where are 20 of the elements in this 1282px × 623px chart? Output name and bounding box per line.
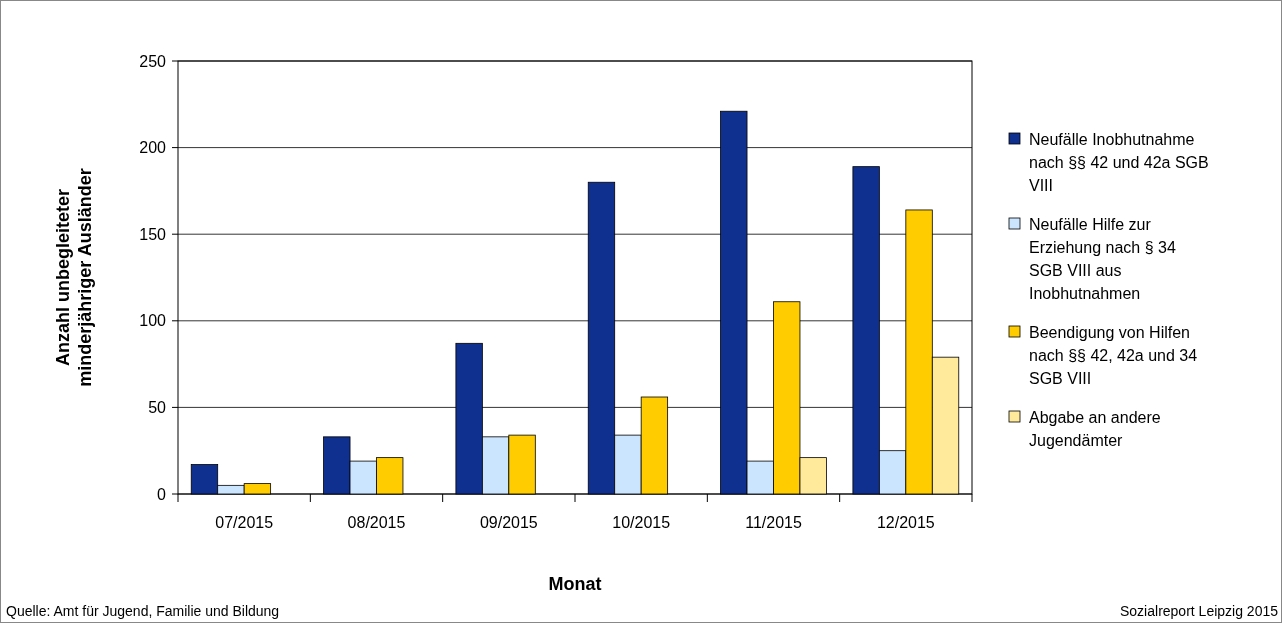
legend-label: Neufälle Hilfe zur Erziehung nach § 34 SGB VIII aus Inobhutnahmen	[1029, 216, 1176, 302]
y-axis-title: Anzahl unbegleiteter minderjähriger Ausländer	[53, 168, 95, 387]
y-tick-label: 150	[139, 225, 167, 243]
legend-label: Neufälle Inobhutnahme nach §§ 42 und 42a SGB VIII	[1029, 131, 1209, 194]
y-tick-label: 200	[139, 139, 167, 157]
y-tick-label: 100	[139, 312, 167, 330]
x-axis-title: Monat	[548, 574, 602, 594]
x-tick-label: 10/2015	[612, 514, 671, 531]
x-tick-label: 09/2015	[479, 514, 538, 531]
source-note: Quelle: Amt für Jugend, Familie und Bildung	[6, 603, 280, 619]
y-tick-label: 250	[139, 52, 167, 70]
y-tick-label: 0	[157, 485, 167, 503]
text: Sozialreport Leipzig 2015	[1120, 603, 1279, 619]
y-tick-label: 50	[148, 399, 167, 416]
x-tick-label: 11/2015	[745, 514, 802, 531]
x-tick-label: 12/2015	[876, 514, 935, 531]
x-tick-label: 08/2015	[347, 514, 406, 531]
legend-label: Beendigung von Hilfen nach §§ 42, 42a und 34 SGB VIII	[1029, 324, 1198, 387]
x-tick-label: 07/2015	[215, 514, 274, 531]
legend-label: Abgabe an andere Jugendämter	[1029, 409, 1161, 449]
